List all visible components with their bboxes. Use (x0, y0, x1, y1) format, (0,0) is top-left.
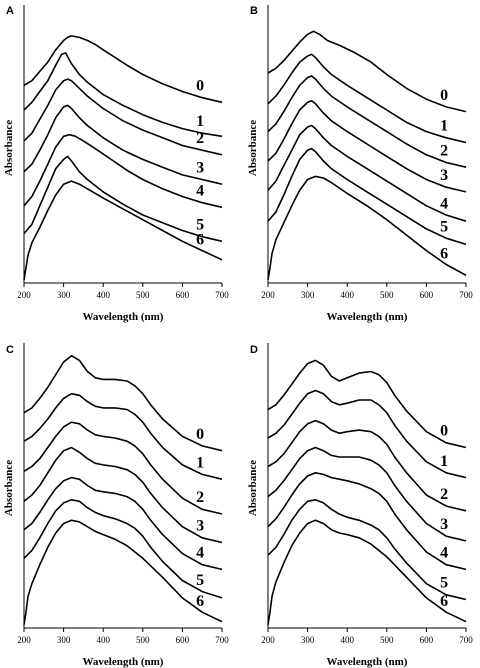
spectrum-curve-0 (267, 359, 467, 449)
spectrum-curve-3 (267, 100, 467, 193)
x-tick-label: 600 (420, 290, 434, 300)
y-axis-label: Absorbance (3, 460, 15, 516)
curve-label-0: 0 (196, 78, 204, 95)
x-tick-label: 400 (340, 290, 354, 300)
curve-label-6: 6 (440, 593, 448, 610)
panel-letter: C (6, 344, 14, 356)
spectrum-curve-0 (23, 35, 223, 104)
spectrum-curve-0 (23, 354, 223, 452)
x-tick-label: 500 (136, 635, 150, 645)
x-tick-label: 300 (301, 635, 315, 645)
curve-label-1: 1 (440, 118, 448, 135)
spectrum-curve-3 (23, 104, 223, 185)
x-tick-label: 300 (57, 290, 71, 300)
spectrum-curve-2 (23, 421, 223, 515)
panel-c: C Absorbance 200 300 400 500 600 700 Wavelength … (3, 343, 229, 668)
curve-label-6: 6 (196, 593, 204, 610)
spectrum-curve-4 (23, 133, 223, 209)
x-tick-label: 500 (380, 290, 394, 300)
x-tick-label: 400 (340, 635, 354, 645)
curve-label-5: 5 (440, 575, 448, 592)
curve-label-1: 1 (196, 454, 204, 471)
panel-b: B Absorbance 200 300 400 500 600 700 Wavelength … (247, 5, 473, 323)
curve-label-2: 2 (440, 486, 448, 503)
curve-label-5: 5 (196, 572, 204, 589)
curve-label-4: 4 (440, 545, 448, 562)
x-tick-label: 400 (96, 290, 110, 300)
panel-letter: B (250, 5, 258, 17)
curve-label-2: 2 (196, 489, 204, 506)
spectrum-curve-5 (23, 155, 223, 243)
curve-label-4: 4 (196, 183, 204, 200)
spectrum-curve-4 (23, 476, 223, 571)
spectrum-curve-3 (267, 446, 467, 542)
curve-label-3: 3 (196, 159, 204, 176)
x-tick-label: 500 (380, 635, 394, 645)
panel-a: A Absorbance 200 300 400 500 600 700 Wavelength … (3, 5, 229, 323)
curve-label-4: 4 (440, 195, 448, 212)
spectrum-curve-5 (23, 499, 223, 599)
x-tick-label: 600 (176, 290, 190, 300)
curve-label-5: 5 (440, 218, 448, 235)
curve-label-3: 3 (440, 516, 448, 533)
y-axis-label: Absorbance (247, 120, 259, 176)
x-axis-label: Wavelength (nm) (83, 311, 164, 323)
curve-label-5: 5 (196, 217, 204, 234)
curve-label-2: 2 (440, 142, 448, 159)
spectrum-curve-4 (267, 472, 467, 571)
x-axis-label: Wavelength (nm) (83, 656, 164, 668)
spectrum-curve-1 (23, 392, 223, 480)
x-tick-label: 700 (215, 635, 229, 645)
y-axis-label: Absorbance (247, 460, 259, 516)
y-axis-label: Absorbance (3, 120, 15, 176)
curve-label-0: 0 (440, 87, 448, 104)
x-tick-label: 700 (459, 290, 473, 300)
curve-label-2: 2 (196, 130, 204, 147)
panel-letter: D (250, 344, 258, 356)
x-tick-label: 300 (301, 290, 315, 300)
spectrum-curve-2 (23, 78, 223, 156)
curve-label-3: 3 (440, 167, 448, 184)
spectrum-curve-5 (267, 147, 467, 246)
spectrum-curve-6 (23, 180, 223, 281)
curve-label-1: 1 (196, 113, 204, 130)
curve-label-6: 6 (196, 231, 204, 248)
curve-label-3: 3 (196, 518, 204, 535)
spectrum-curve-5 (267, 499, 467, 601)
curve-label-0: 0 (196, 426, 204, 443)
curve-label-0: 0 (440, 423, 448, 440)
x-tick-label: 500 (136, 290, 150, 300)
x-tick-label: 600 (420, 635, 434, 645)
x-tick-label: 200 (17, 635, 31, 645)
x-tick-label: 200 (261, 290, 275, 300)
spectrum-curve-1 (23, 52, 223, 138)
x-tick-label: 600 (176, 635, 190, 645)
spectrum-curve-3 (23, 446, 223, 544)
panel-d: D Absorbance 200 300 400 500 600 700 Wavelength … (247, 343, 473, 668)
spectrum-curve-6 (267, 175, 467, 281)
spectrum-curve-2 (267, 75, 467, 168)
x-tick-label: 400 (96, 635, 110, 645)
spectrum-curve-0 (267, 30, 467, 113)
spectrum-curve-4 (267, 124, 467, 222)
x-tick-label: 300 (57, 635, 71, 645)
x-tick-label: 200 (17, 290, 31, 300)
spectrum-curve-1 (267, 389, 467, 479)
spectrum-curve-6 (23, 519, 223, 625)
curve-label-4: 4 (196, 545, 204, 562)
spectrum-curve-1 (267, 53, 467, 144)
spectrum-curve-2 (267, 419, 467, 512)
x-tick-label: 200 (261, 635, 275, 645)
curve-label-1: 1 (440, 453, 448, 470)
x-axis-label: Wavelength (nm) (327, 311, 408, 323)
panel-letter: A (6, 5, 14, 17)
x-tick-label: 700 (215, 290, 229, 300)
curve-label-6: 6 (440, 246, 448, 263)
spectrum-curve-6 (267, 519, 467, 625)
x-axis-label: Wavelength (nm) (327, 656, 408, 668)
x-tick-label: 700 (459, 635, 473, 645)
